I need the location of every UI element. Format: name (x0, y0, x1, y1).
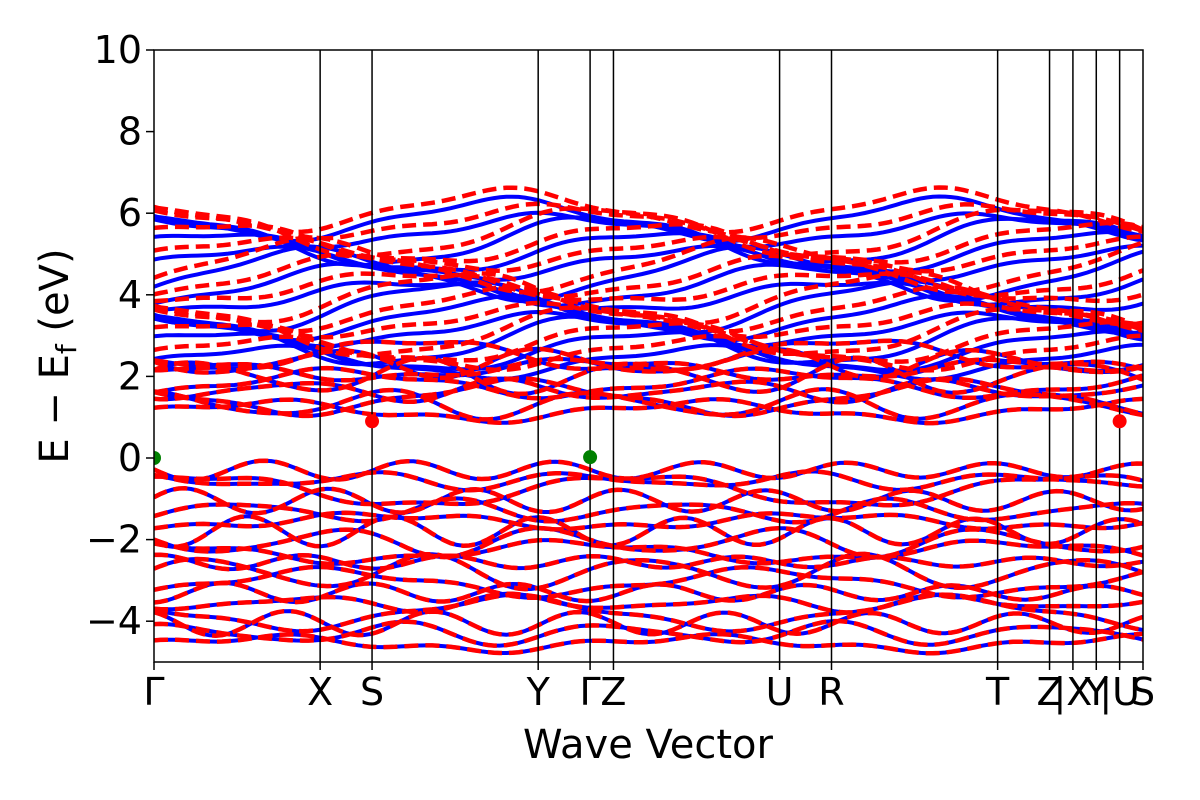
y-tick-label: 4 (118, 273, 142, 317)
x-tick-label: S (360, 670, 384, 714)
x-tick-label: R (818, 670, 844, 714)
y-tick-label: 10 (94, 28, 142, 72)
x-tick-label: Z (600, 670, 626, 714)
x-axis: Γ X S Y Γ Z U R T Z|XY|US (143, 662, 1155, 715)
x-tick-label: Γ (143, 670, 164, 714)
band-line-dashed (154, 396, 1143, 426)
y-tick-label: 6 (118, 191, 142, 235)
band-line-dashed (154, 386, 1143, 422)
x-tick-label: S (1131, 670, 1155, 714)
high-symmetry-lines (319, 50, 1121, 662)
x-axis-label: Wave Vector (523, 722, 774, 768)
extremum-markers (154, 414, 1127, 465)
y-axis: −4 −2 0 2 4 6 8 10 (86, 28, 154, 643)
band-line-dashed (154, 270, 1143, 327)
y-tick-label: 8 (118, 110, 142, 154)
band-line-dashed (154, 537, 1143, 567)
band-line-dashed (154, 205, 1143, 259)
y-axis-label: E − Ef (eV) (32, 248, 83, 463)
y-tick-label: −2 (86, 518, 142, 562)
x-tick-label: |U (1099, 670, 1140, 715)
band-lines (154, 185, 1143, 656)
band-line-dashed (154, 580, 1143, 605)
x-tick-label: X (307, 670, 333, 714)
band-line-dashed (154, 510, 1143, 532)
band-line-dashed (154, 458, 1143, 483)
y-tick-label: −4 (86, 599, 142, 643)
band-line-dashed (154, 346, 1143, 381)
x-tick-label: T (985, 670, 1010, 714)
band-line-dashed (154, 220, 1143, 265)
band-line-dashed (154, 618, 1143, 648)
x-tick-label: U (766, 670, 794, 714)
band-line-dashed (154, 486, 1143, 516)
band-line-solid (154, 261, 1143, 308)
band-line-dashed (154, 552, 1143, 572)
extremum-marker (365, 414, 380, 429)
band-line-solid (154, 313, 1143, 367)
x-tick-label: Z (1037, 670, 1063, 714)
x-tick-label: Y (1084, 670, 1109, 714)
band-line-dashed (154, 185, 1143, 235)
y-tick-label: 2 (118, 354, 142, 398)
plot-frame (153, 49, 1144, 663)
band-line-solid (154, 229, 1143, 274)
extremum-marker (583, 450, 598, 465)
band-line-dashed (154, 631, 1143, 656)
band-line-dashed (154, 319, 1143, 364)
y-tick-label: 0 (118, 436, 142, 480)
band-line-dashed (154, 608, 1143, 638)
band-line-solid (154, 366, 1143, 401)
band-line-dashed (154, 355, 1143, 397)
band-line-dashed (154, 356, 1143, 383)
band-line-dashed (154, 496, 1143, 525)
extremum-marker (1112, 414, 1127, 429)
band-line-dashed (154, 252, 1143, 300)
band-line-solid (154, 469, 1143, 493)
x-tick-label: Y (526, 670, 551, 714)
band-line-solid (154, 473, 1143, 508)
x-tick-label: Γ (580, 670, 601, 714)
band-line-solid (154, 376, 1143, 419)
band-line-dashed (154, 235, 1143, 295)
extremum-marker (154, 451, 161, 465)
band-line-solid (154, 328, 1143, 373)
x-tick-label: |X (1053, 670, 1092, 715)
band-line-dashed (154, 551, 1143, 592)
